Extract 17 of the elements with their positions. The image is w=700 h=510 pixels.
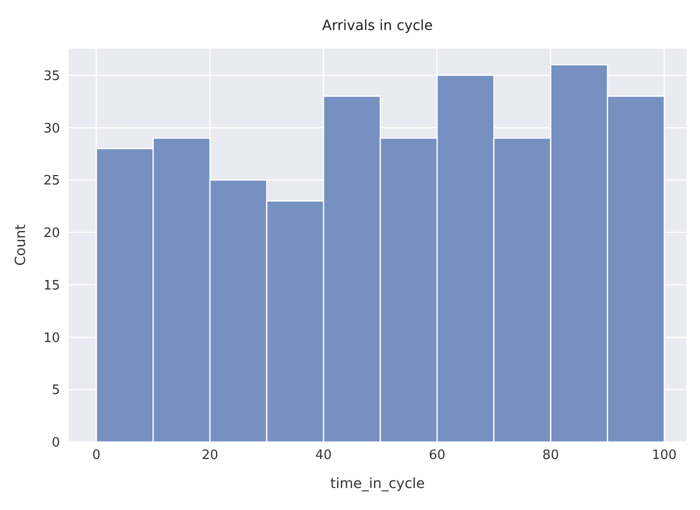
y-tick-label: 20 [43, 226, 60, 242]
x-tick-label: 20 [202, 448, 218, 464]
x-axis-title: time_in_cycle [330, 476, 425, 492]
y-tick-label: 30 [43, 121, 60, 136]
x-tick-label: 80 [542, 448, 559, 464]
x-tick-label: 40 [315, 448, 332, 464]
y-tick-label: 25 [43, 174, 60, 189]
y-axis-title: Count [12, 224, 29, 266]
y-tick-label: 10 [43, 330, 60, 346]
x-tick-label: 60 [428, 448, 446, 464]
chart-title: Arrivals in cycle [321, 18, 434, 34]
x-tick-label: 100 [652, 448, 677, 464]
y-tick-label: 0 [52, 436, 60, 451]
y-tick-label: 5 [52, 383, 60, 398]
y-tick-label: 15 [43, 278, 60, 294]
y-tick-label: 35 [43, 68, 60, 84]
x-tick-label: 0 [92, 448, 101, 464]
